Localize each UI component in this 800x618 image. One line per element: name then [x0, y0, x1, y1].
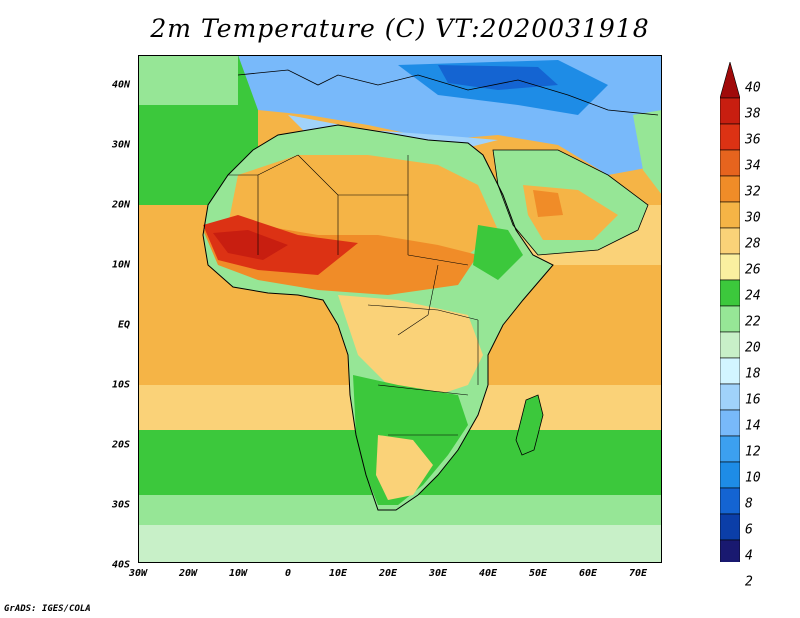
country-borders [228, 154, 479, 436]
india-tip [633, 110, 662, 195]
lat-label: 40N [111, 79, 130, 91]
lat-label: EQ [117, 319, 130, 331]
lon-label: 30E [428, 568, 448, 579]
colorbar-top-arrow [720, 62, 740, 99]
colorbar-segment [720, 175, 740, 203]
lon-label: 10W [228, 568, 248, 579]
temperature-map [138, 55, 662, 563]
colorbar-label: 40 [745, 80, 761, 96]
ocean-coldest-south [138, 525, 662, 563]
west-africa-core [213, 230, 288, 260]
colorbar-segment [720, 123, 740, 151]
europe-coastline [237, 69, 659, 116]
colorbar-label: 20 [745, 340, 761, 356]
colorbar-label: 8 [745, 496, 753, 512]
lat-label: 30S [111, 499, 130, 511]
colorbar-label: 4 [745, 548, 753, 564]
chart-title: 2m Temperature (C) VT:2020031918 [150, 14, 650, 43]
colorbar-label: 2 [745, 574, 753, 590]
colorbar-label: 14 [745, 418, 761, 434]
lat-label: 40S [111, 559, 130, 571]
colorbar-segment [720, 201, 740, 229]
colorbar-label: 32 [745, 184, 761, 200]
colorbar-segment [720, 97, 740, 125]
colorbar-segment [720, 513, 740, 541]
colorbar-label: 12 [745, 444, 761, 460]
colorbar-segment [720, 409, 740, 437]
colorbar-segment [720, 305, 740, 333]
lon-label: 50E [528, 568, 548, 579]
colorbar-label: 16 [745, 392, 761, 408]
colorbar-segment [720, 383, 740, 411]
colorbar-label: 34 [745, 158, 761, 174]
colorbar-label: 36 [745, 132, 761, 148]
ethiopian-highlands [473, 225, 523, 280]
lon-label: 70E [628, 568, 648, 579]
lon-label: 30W [128, 568, 148, 579]
colorbar-label: 22 [745, 314, 761, 330]
colorbar [720, 62, 740, 562]
arabia-coastline [492, 149, 649, 256]
colorbar-segment [720, 279, 740, 307]
colorbar-label: 28 [745, 236, 761, 252]
colorbar-segment [720, 149, 740, 177]
colorbar-label: 24 [745, 288, 761, 304]
lon-label: 20E [378, 568, 398, 579]
colorbar-label: 6 [745, 522, 753, 538]
madagascar-coastline [515, 394, 544, 456]
colorbar-segment [720, 539, 740, 562]
lon-label: 0 [284, 568, 292, 579]
lon-label: 20W [178, 568, 198, 579]
lat-label: 20N [111, 199, 130, 211]
africa-coastline [202, 124, 554, 511]
lon-label: 40E [478, 568, 498, 579]
colorbar-segment [720, 331, 740, 359]
lat-label: 10S [111, 379, 130, 391]
lat-label: 10N [111, 259, 130, 271]
colorbar-segment [720, 435, 740, 463]
europe-coldest [438, 65, 558, 90]
colorbar-label: 38 [745, 106, 761, 122]
colorbar-segment [720, 357, 740, 385]
colorbar-segment [720, 487, 740, 515]
colorbar-segment [720, 461, 740, 489]
colorbar-label: 18 [745, 366, 761, 382]
colorbar-label: 30 [745, 210, 761, 226]
lon-label: 60E [578, 568, 598, 579]
credit-text: GrADS: IGES/COLA [4, 604, 91, 614]
colorbar-segment [720, 227, 740, 255]
colorbar-segment [720, 253, 740, 281]
colorbar-label: 26 [745, 262, 761, 278]
central-africa-mild [338, 295, 483, 395]
lat-label: 20S [111, 439, 130, 451]
lon-label: 10E [328, 568, 348, 579]
kalahari-warm [376, 435, 433, 500]
lat-label: 30N [111, 139, 130, 151]
ocean-far-north [138, 55, 238, 105]
colorbar-label: 10 [745, 470, 761, 486]
arabia-hot [533, 190, 563, 217]
